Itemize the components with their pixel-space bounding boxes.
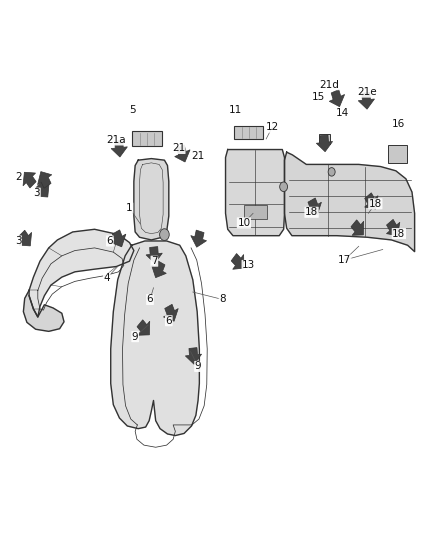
Polygon shape xyxy=(185,348,201,365)
Text: 21a: 21a xyxy=(106,135,126,145)
Polygon shape xyxy=(111,230,126,247)
Text: 18: 18 xyxy=(392,229,406,239)
Polygon shape xyxy=(231,254,244,269)
Text: 6: 6 xyxy=(106,236,113,246)
Polygon shape xyxy=(358,92,374,109)
Text: 6: 6 xyxy=(147,294,153,304)
Polygon shape xyxy=(23,290,64,332)
Bar xyxy=(234,126,263,140)
Circle shape xyxy=(280,182,288,191)
Polygon shape xyxy=(191,230,207,247)
Polygon shape xyxy=(18,230,32,246)
Text: 13: 13 xyxy=(242,261,255,270)
Text: 21: 21 xyxy=(191,151,205,161)
Text: 14: 14 xyxy=(336,108,349,118)
Bar xyxy=(244,205,267,219)
Text: 9: 9 xyxy=(195,361,201,372)
Polygon shape xyxy=(152,261,166,278)
Polygon shape xyxy=(316,135,332,152)
Polygon shape xyxy=(137,320,150,335)
Text: 3: 3 xyxy=(15,236,21,246)
Polygon shape xyxy=(111,140,127,157)
Polygon shape xyxy=(351,220,364,235)
Text: 4: 4 xyxy=(103,273,110,283)
Text: 1: 1 xyxy=(126,203,133,213)
Text: 2: 2 xyxy=(15,172,21,182)
Text: 21e: 21e xyxy=(358,87,377,97)
Text: 9: 9 xyxy=(132,332,138,342)
Text: 21: 21 xyxy=(172,143,185,154)
Text: 6: 6 xyxy=(166,316,172,326)
Text: 21d: 21d xyxy=(319,80,339,90)
Text: 7: 7 xyxy=(151,256,158,266)
Text: 17: 17 xyxy=(338,255,351,265)
Polygon shape xyxy=(111,241,199,435)
Text: 8: 8 xyxy=(219,294,226,304)
Text: 5: 5 xyxy=(129,104,136,115)
Polygon shape xyxy=(307,198,321,215)
Bar xyxy=(389,145,407,163)
Polygon shape xyxy=(29,229,134,317)
Polygon shape xyxy=(36,181,49,197)
Text: 18: 18 xyxy=(369,199,382,209)
Circle shape xyxy=(159,229,169,240)
Text: 16: 16 xyxy=(392,119,406,129)
Text: 12: 12 xyxy=(265,122,279,132)
Text: 3: 3 xyxy=(34,188,40,198)
Polygon shape xyxy=(146,247,162,263)
Polygon shape xyxy=(364,193,378,209)
Text: 15: 15 xyxy=(311,92,325,102)
Polygon shape xyxy=(23,172,36,188)
Circle shape xyxy=(328,167,335,176)
Text: 11: 11 xyxy=(229,104,242,115)
Polygon shape xyxy=(329,90,345,107)
Text: 18: 18 xyxy=(305,207,318,217)
Polygon shape xyxy=(175,145,190,162)
Polygon shape xyxy=(134,159,169,240)
Text: 10: 10 xyxy=(237,218,251,228)
Polygon shape xyxy=(285,152,415,252)
Polygon shape xyxy=(386,220,400,236)
Bar xyxy=(132,132,162,147)
Polygon shape xyxy=(38,172,52,188)
Bar xyxy=(318,134,330,144)
Polygon shape xyxy=(163,304,178,321)
Polygon shape xyxy=(226,150,285,236)
